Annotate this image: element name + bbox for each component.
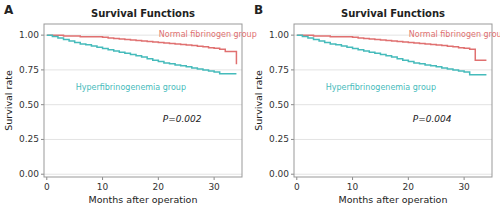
series-group xyxy=(47,35,237,74)
tick-label: 1.00 xyxy=(19,30,39,40)
p-value: P=0.002 xyxy=(163,114,202,124)
tick-label: 0 xyxy=(44,182,50,192)
grid-line xyxy=(44,69,242,70)
tick-label: 20 xyxy=(403,182,415,192)
tick-label: 0.50 xyxy=(269,100,289,110)
x-axis-label: Months after operation xyxy=(89,194,198,205)
tick-label: 0.50 xyxy=(19,100,39,110)
x-axis-label: Months after operation xyxy=(339,194,448,205)
grid-line xyxy=(294,139,492,140)
tick-label: 30 xyxy=(458,182,470,192)
tick-label: 0.75 xyxy=(269,65,289,75)
tick-label: 0.00 xyxy=(19,169,39,179)
grid-line xyxy=(44,174,242,175)
p-value: P=0.004 xyxy=(413,114,452,124)
grid-line xyxy=(44,139,242,140)
panel-label: A xyxy=(4,3,14,17)
figure: 0.00 0.25 0.50 0.75 1.00 0 10 20 30 Normal fibrin… xyxy=(0,0,500,209)
title: Survival Functions xyxy=(91,8,195,19)
panel-label: B xyxy=(254,3,263,17)
curve-label: Hyperfibrinogenemia group xyxy=(76,83,186,92)
tick-label: 20 xyxy=(153,182,165,192)
panel: 0.00 0.25 0.50 0.75 1.00 0 10 20 30 Normal fibrin… xyxy=(253,3,500,205)
tick-label: 0.25 xyxy=(19,134,39,144)
tick-label: 0.75 xyxy=(19,65,39,75)
grid-line xyxy=(294,104,492,105)
series-group xyxy=(297,35,487,75)
tick-label: 30 xyxy=(208,182,220,192)
panel: 0.00 0.25 0.50 0.75 1.00 0 10 20 30 Normal fibrin… xyxy=(3,3,257,205)
plot-frame xyxy=(44,24,242,177)
y-axis-label: Survival rate xyxy=(3,70,14,131)
curve-label: Normal fibrinogen group xyxy=(409,30,500,39)
tick-label: 0.25 xyxy=(269,134,289,144)
grid-line xyxy=(294,174,492,175)
survival-curve xyxy=(47,35,237,64)
tick-label: 1.00 xyxy=(269,30,289,40)
tick-label: 0 xyxy=(294,182,300,192)
y-axis-label: Survival rate xyxy=(253,70,264,131)
tick-label: 10 xyxy=(347,182,359,192)
survival-curve xyxy=(47,35,237,74)
grid-line xyxy=(294,69,492,70)
title: Survival Functions xyxy=(341,8,445,19)
tick-label: 0.00 xyxy=(269,169,289,179)
plot-frame xyxy=(294,24,492,177)
curve-label: Normal fibrinogen group xyxy=(159,30,257,39)
tick-label: 10 xyxy=(97,182,109,192)
survival-curve xyxy=(297,35,487,75)
curve-label: Hyperfibrinogenemia group xyxy=(326,83,436,92)
grid-line xyxy=(44,104,242,105)
